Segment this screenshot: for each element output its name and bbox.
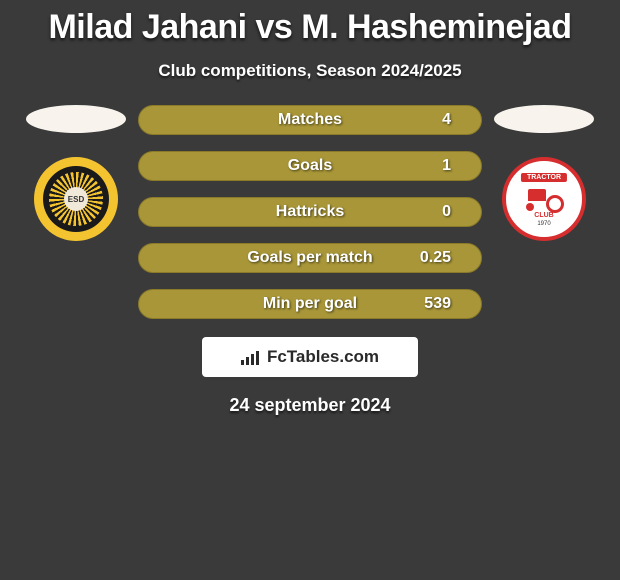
- main-content: ESD 0 Matches 4 0 Goals 1 0 Hattricks 0 …: [0, 105, 620, 319]
- right-club-banner: TRACTOR: [521, 173, 567, 182]
- right-side-column: TRACTOR CLUB 1970: [494, 105, 594, 241]
- stat-row-matches: 0 Matches 4: [138, 105, 482, 135]
- right-club-logo: TRACTOR CLUB 1970: [502, 157, 586, 241]
- stat-value: 539: [424, 295, 451, 313]
- right-player-avatar: [494, 105, 594, 133]
- stat-row-goals: 0 Goals 1: [138, 151, 482, 181]
- stat-row-hattricks: 0 Hattricks 0: [138, 197, 482, 227]
- subtitle: Club competitions, Season 2024/2025: [0, 61, 620, 81]
- page-title: Milad Jahani vs M. Hasheminejad: [0, 0, 620, 47]
- tractor-icon: [524, 189, 564, 213]
- right-club-text: CLUB: [534, 212, 553, 219]
- chart-icon: [241, 349, 261, 365]
- stats-column: 0 Matches 4 0 Goals 1 0 Hattricks 0 0 Go…: [138, 105, 482, 319]
- stat-label: Hattricks: [276, 203, 344, 221]
- stat-value: 0.25: [420, 249, 451, 267]
- stat-row-mpg: 0 Min per goal 539: [138, 289, 482, 319]
- left-side-column: ESD: [26, 105, 126, 241]
- stat-label: Matches: [278, 111, 342, 129]
- brand-text: FcTables.com: [267, 347, 379, 367]
- left-club-logo: ESD: [34, 157, 118, 241]
- stat-value: 1: [442, 157, 451, 175]
- stat-label: Goals: [288, 157, 332, 175]
- stat-label: Min per goal: [263, 295, 357, 313]
- stat-value: 0: [442, 203, 451, 221]
- left-player-avatar: [26, 105, 126, 133]
- brand-badge[interactable]: FcTables.com: [202, 337, 418, 377]
- stat-row-gpm: 0 Goals per match 0.25: [138, 243, 482, 273]
- date-text: 24 september 2024: [0, 395, 620, 416]
- left-club-center: ESD: [64, 187, 88, 211]
- stat-value: 4: [442, 111, 451, 129]
- right-club-year: 1970: [537, 221, 550, 227]
- stat-label: Goals per match: [247, 249, 372, 267]
